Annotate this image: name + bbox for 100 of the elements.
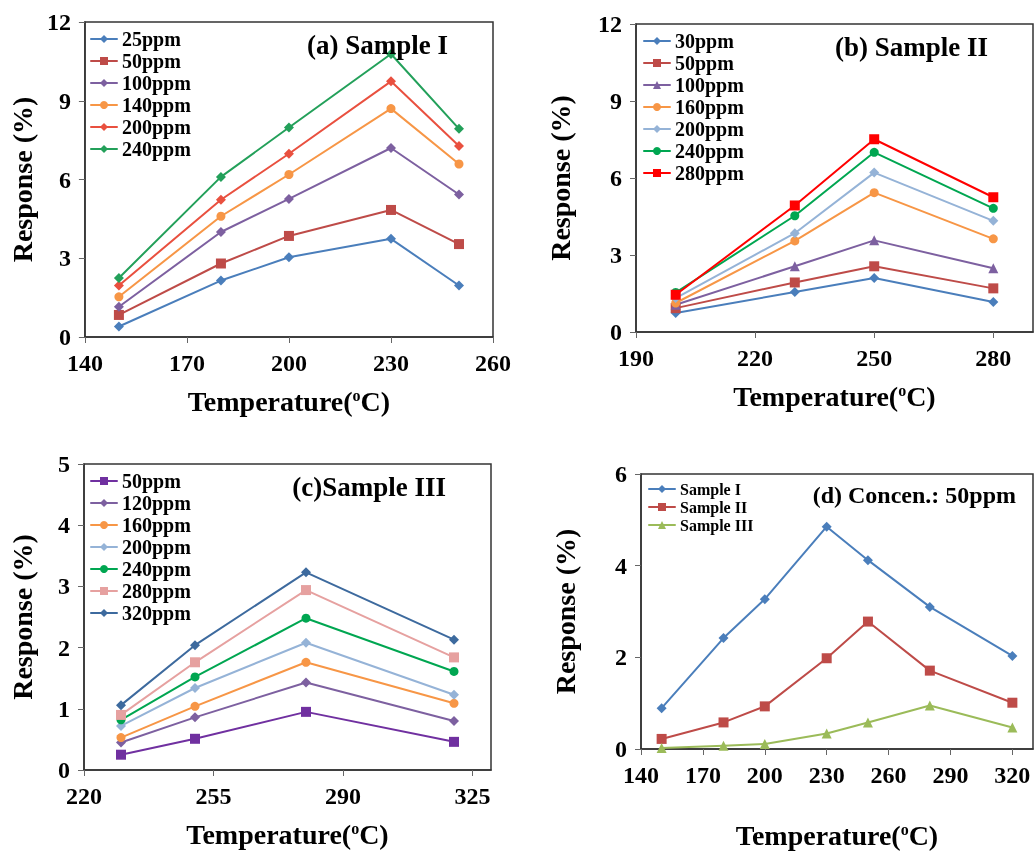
point <box>862 616 873 627</box>
point <box>790 236 800 246</box>
point <box>790 211 800 221</box>
point <box>869 235 880 246</box>
point <box>869 147 879 157</box>
x-tick-label: 140 <box>623 762 659 788</box>
point <box>301 613 311 623</box>
point <box>190 712 200 723</box>
legend-label: 200ppm <box>122 536 192 559</box>
y-tick-label: 6 <box>615 461 627 487</box>
point <box>1007 722 1018 733</box>
legend-label: 30ppm <box>675 30 735 53</box>
point <box>759 738 770 749</box>
y-axis-title: Response (%) <box>6 96 38 263</box>
point <box>385 204 396 215</box>
point <box>190 733 200 744</box>
point <box>301 585 311 596</box>
x-tick-label: 140 <box>66 350 103 376</box>
y-tick-label: 6 <box>58 166 71 193</box>
point <box>215 171 226 182</box>
point <box>385 143 396 153</box>
point <box>114 292 124 302</box>
point <box>449 698 459 708</box>
point <box>190 657 200 668</box>
y-tick-label: 0 <box>615 736 627 762</box>
chart-title: (d) Concen.: 50ppm <box>812 482 1017 508</box>
legend-label: Sample I <box>680 480 741 499</box>
point <box>449 736 459 747</box>
point <box>449 689 459 700</box>
y-tick-label: 5 <box>58 451 70 477</box>
x-tick-label: 260 <box>475 350 511 376</box>
point <box>789 261 800 272</box>
point <box>215 258 226 269</box>
x-tick-label: 230 <box>808 762 845 788</box>
y-tick-label: 12 <box>46 9 71 35</box>
point <box>869 261 880 272</box>
x-tick-label: 260 <box>870 762 907 788</box>
point <box>283 252 294 263</box>
point <box>718 740 729 751</box>
legend-label: 240ppm <box>122 558 192 581</box>
x-tick-label: 255 <box>195 783 232 809</box>
point <box>453 123 464 134</box>
point <box>988 296 999 307</box>
point <box>718 633 729 644</box>
point <box>789 277 800 288</box>
legend-label: 50ppm <box>122 50 182 73</box>
point <box>190 640 200 651</box>
y-tick-label: 3 <box>58 245 71 272</box>
point <box>988 263 999 274</box>
point <box>190 682 200 693</box>
y-tick-label: 2 <box>58 634 70 661</box>
point <box>113 309 124 320</box>
point <box>301 637 311 648</box>
y-tick-label: 0 <box>610 319 622 345</box>
point <box>113 321 124 332</box>
point <box>283 230 294 241</box>
legend-label: 240ppm <box>122 138 192 161</box>
point <box>1007 650 1018 661</box>
point <box>215 227 226 237</box>
point <box>988 283 999 294</box>
legend-label: 100ppm <box>675 74 745 97</box>
x-tick-label: 320 <box>994 762 1031 788</box>
legend-label: 240ppm <box>675 140 745 163</box>
point <box>656 733 667 744</box>
point <box>453 189 464 200</box>
x-tick-label: 325 <box>454 783 491 809</box>
legend-label: 50ppm <box>122 470 182 493</box>
x-tick-label: 170 <box>684 762 721 788</box>
chart-title: (b) Sample II <box>834 31 989 62</box>
x-tick-label: 190 <box>618 345 654 371</box>
point <box>821 653 832 664</box>
point <box>301 706 311 717</box>
point <box>453 140 464 151</box>
point <box>759 594 770 605</box>
y-tick-label: 4 <box>615 552 627 579</box>
point <box>301 657 311 667</box>
legend-label: 280ppm <box>122 580 192 603</box>
point <box>718 717 729 728</box>
y-tick-label: 9 <box>58 87 71 114</box>
point <box>116 733 126 743</box>
y-tick-label: 0 <box>58 324 71 350</box>
point <box>215 194 226 205</box>
point <box>656 743 667 754</box>
point <box>454 159 464 169</box>
y-tick-label: 6 <box>610 165 622 191</box>
y-axis-title: Response (%) <box>549 528 581 695</box>
point <box>113 301 124 312</box>
y-tick-label: 3 <box>58 573 70 600</box>
point <box>449 716 459 727</box>
legend-label: 25ppm <box>122 28 182 51</box>
point <box>988 192 999 203</box>
legend-label: 160ppm <box>122 514 192 537</box>
y-tick-label: 2 <box>615 644 627 671</box>
point <box>1007 697 1018 708</box>
point <box>924 700 935 711</box>
legend-label: 280ppm <box>675 162 745 185</box>
point <box>759 701 770 712</box>
y-tick-label: 12 <box>598 11 622 37</box>
legend-label: Sample II <box>680 498 748 517</box>
legend-label: 140ppm <box>122 94 192 117</box>
